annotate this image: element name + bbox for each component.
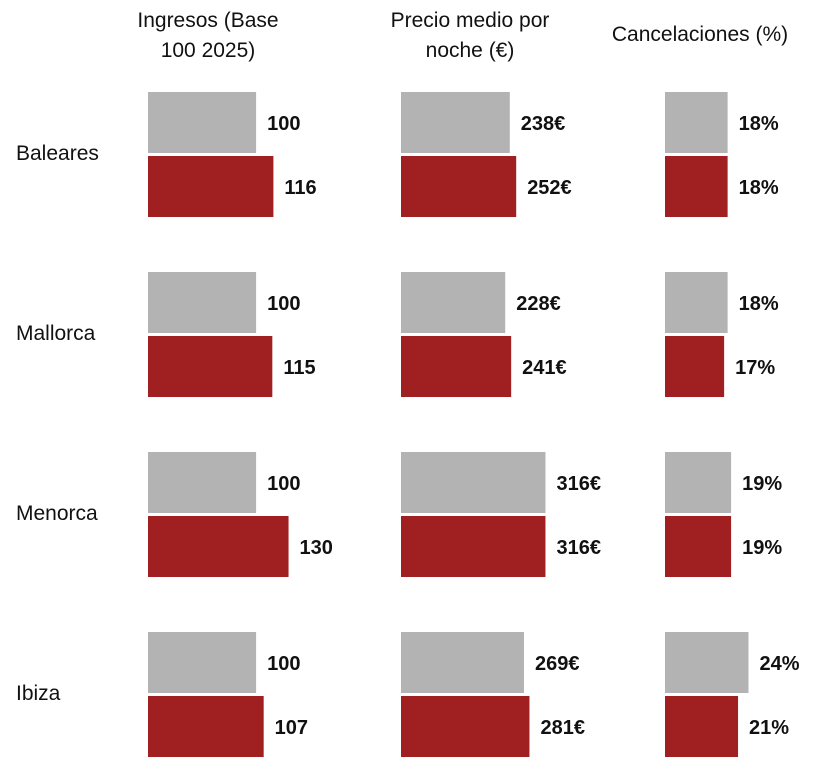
bar bbox=[401, 696, 530, 757]
bar bbox=[148, 272, 257, 333]
bar bbox=[148, 696, 264, 757]
bar bbox=[401, 92, 510, 153]
value-label: 116 bbox=[284, 177, 316, 199]
bar bbox=[665, 272, 728, 333]
value-label: 281€ bbox=[540, 717, 585, 739]
panel-title: Cancelaciones (%) bbox=[611, 23, 789, 46]
bar bbox=[148, 632, 257, 693]
value-label: 24% bbox=[759, 653, 799, 675]
bar bbox=[665, 452, 732, 513]
value-label: 100 bbox=[267, 473, 300, 495]
value-label: 241€ bbox=[522, 357, 567, 379]
bar bbox=[148, 92, 257, 153]
bar bbox=[401, 452, 546, 513]
value-label: 18% bbox=[739, 293, 779, 315]
category-label: Baleares bbox=[16, 142, 99, 165]
panel-title: Precio medio por noche (€) bbox=[390, 9, 550, 62]
bar bbox=[665, 632, 749, 693]
value-label: 252€ bbox=[527, 177, 572, 199]
value-label: 115 bbox=[283, 357, 315, 379]
value-label: 100 bbox=[267, 653, 300, 675]
bar bbox=[401, 336, 512, 397]
value-label: 269€ bbox=[535, 653, 580, 675]
bar bbox=[665, 696, 739, 757]
bar bbox=[401, 632, 524, 693]
bar bbox=[401, 272, 506, 333]
bar bbox=[665, 336, 725, 397]
panel-title: Ingresos (Base 100 2025) bbox=[137, 9, 279, 62]
bar bbox=[148, 516, 289, 577]
value-label: 18% bbox=[739, 177, 779, 199]
bar bbox=[401, 516, 546, 577]
bar bbox=[665, 156, 728, 217]
bar bbox=[665, 92, 728, 153]
value-label: 19% bbox=[742, 473, 782, 495]
value-label: 316€ bbox=[556, 473, 601, 495]
value-label: 100 bbox=[267, 293, 300, 315]
value-label: 17% bbox=[735, 357, 775, 379]
category-label: Ibiza bbox=[16, 682, 61, 705]
bar bbox=[148, 336, 273, 397]
value-label: 100 bbox=[267, 113, 300, 135]
bar bbox=[148, 156, 274, 217]
value-label: 238€ bbox=[521, 113, 566, 135]
value-label: 18% bbox=[739, 113, 779, 135]
category-label: Menorca bbox=[16, 502, 98, 525]
value-label: 130 bbox=[300, 537, 333, 559]
value-label: 228€ bbox=[516, 293, 561, 315]
bar bbox=[148, 452, 257, 513]
value-label: 19% bbox=[742, 537, 782, 559]
value-label: 21% bbox=[749, 717, 789, 739]
bar bbox=[401, 156, 517, 217]
value-label: 107 bbox=[275, 717, 308, 739]
category-label: Mallorca bbox=[16, 322, 96, 345]
value-label: 316€ bbox=[556, 537, 601, 559]
bar bbox=[665, 516, 732, 577]
